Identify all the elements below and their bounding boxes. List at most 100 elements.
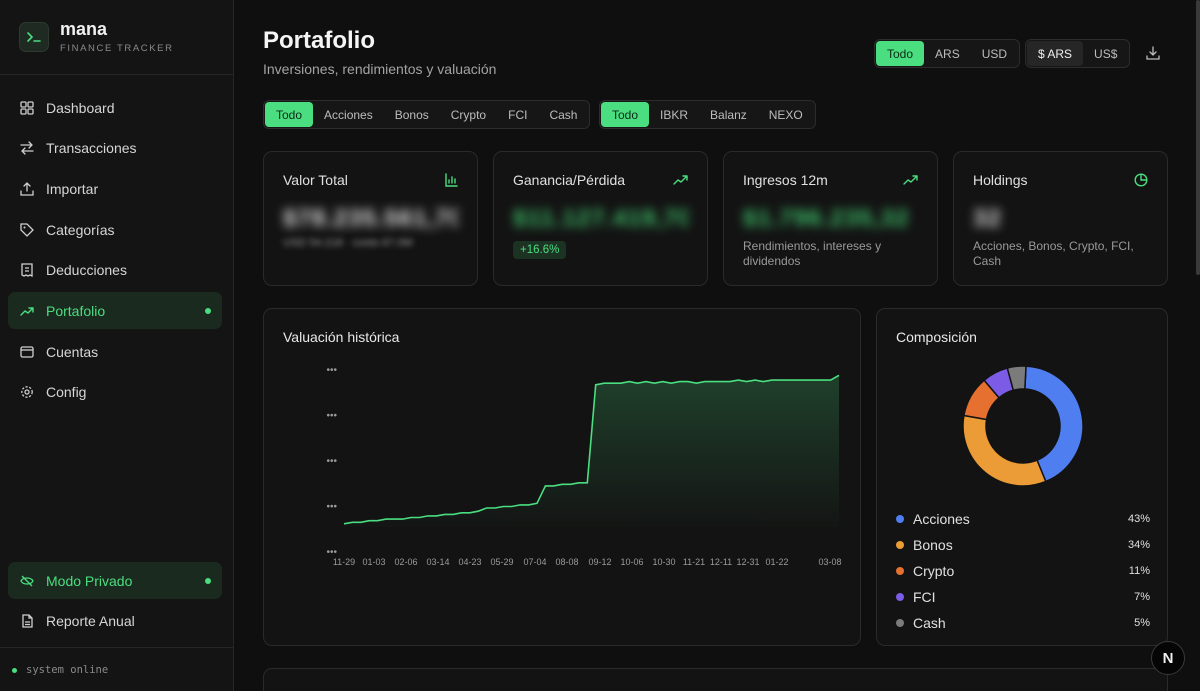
currency-filter-ars[interactable]: ARS [935, 46, 960, 61]
download-button[interactable] [1141, 41, 1165, 65]
display-currency-ars[interactable]: $ ARS [1027, 41, 1084, 66]
donut-slice-acciones[interactable] [1024, 365, 1084, 483]
asset-filter-acciones[interactable]: Acciones [324, 107, 373, 122]
currency-filter-todo[interactable]: Todo [876, 41, 925, 66]
page-title: Portafolio [263, 27, 375, 54]
currency-filter-usd[interactable]: USD [981, 46, 1008, 61]
donut-slice-bonos[interactable] [962, 414, 1047, 487]
page-subtitle: Inversiones, rendimientos y valuación [263, 61, 497, 77]
broker-filter-nexo[interactable]: NEXO [768, 107, 803, 122]
legend-dot [896, 541, 904, 549]
wallet-icon [20, 345, 34, 358]
broker-filter-todo[interactable]: Todo [601, 102, 650, 127]
x-tick-label: 09-12 [588, 557, 611, 567]
sidebar-item-cuentas[interactable]: Cuentas [8, 333, 222, 370]
sidebar-item-label: Portafolio [46, 302, 106, 319]
file-icon [22, 614, 33, 628]
asset-filter-cash[interactable]: Cash [549, 107, 578, 122]
valuation-line [343, 374, 840, 525]
donut-slice-cash[interactable] [1006, 365, 1027, 392]
sidebar-item-label: Cuentas [46, 343, 99, 360]
assistant-button-label: N [1162, 649, 1174, 667]
sidebar-item-label: Deducciones [46, 262, 127, 279]
sidebar-item-deducciones[interactable]: Deducciones [8, 252, 222, 289]
sidebar-item-label: Config [46, 384, 87, 401]
x-tick-label: 01-03 [362, 557, 385, 567]
next-section-card [263, 668, 1168, 691]
asset-filter-crypto[interactable]: Crypto [450, 107, 487, 122]
x-tick-label: 03-08 [818, 557, 841, 567]
brand-name: mana [60, 19, 108, 39]
display-currency-usd[interactable]: US$ [1094, 46, 1118, 61]
trending-up-icon [20, 307, 34, 316]
legend-dot [896, 515, 904, 523]
y-tick-label: ••• [326, 411, 337, 422]
x-tick-label: 07-04 [523, 557, 546, 567]
system-status: system online [12, 664, 108, 676]
stat-label: Holdings [973, 172, 1028, 188]
stat-value: 32 [973, 205, 1002, 232]
trending-up-icon [903, 175, 918, 185]
receipt-icon [21, 263, 33, 278]
terminal-icon [19, 22, 49, 52]
y-tick-label: ••• [326, 502, 337, 513]
broker-filter-ibkr[interactable]: IBKR [660, 107, 689, 122]
annual-report-link[interactable]: Reporte Anual [8, 603, 222, 640]
x-tick-label: 11-29 [333, 557, 355, 567]
status-text: system online [26, 664, 109, 676]
currency-filter: Todo ARS USD [874, 39, 1021, 68]
x-tick-label: 02-06 [394, 557, 417, 567]
sidebar-item-categorias[interactable]: Categorías [8, 211, 222, 248]
private-mode-indicator [205, 578, 211, 584]
x-tick-label: 04-23 [458, 557, 481, 567]
brand: mana FINANCE TRACKER [0, 0, 233, 75]
private-mode-toggle[interactable]: Modo Privado [8, 562, 222, 599]
asset-filter-fci[interactable]: FCI [508, 107, 528, 122]
legend-item: Cash 5% [896, 610, 1150, 636]
sidebar-item-label: Dashboard [46, 99, 115, 116]
legend-pct: 5% [1134, 617, 1150, 629]
sidebar-item-config[interactable]: Config [8, 374, 222, 411]
legend-name: Cash [913, 615, 946, 631]
chart-title: Valuación histórica [283, 329, 400, 345]
x-tick-label: 05-29 [490, 557, 513, 567]
download-icon [1146, 46, 1160, 60]
grid-icon [20, 100, 34, 115]
x-tick-label: 03-14 [426, 557, 449, 567]
annual-report-label: Reporte Anual [46, 613, 135, 630]
scrollbar[interactable] [1196, 0, 1200, 275]
legend-name: Acciones [913, 511, 970, 527]
legend-item: Bonos 34% [896, 532, 1150, 558]
legend-name: Bonos [913, 537, 953, 553]
asset-filter-todo[interactable]: Todo [265, 102, 314, 127]
valuation-chart-card: Valuación histórica ••• ••• ••• ••• ••• 11-29… [263, 308, 861, 646]
x-tick-label: 12-31 [736, 557, 759, 567]
broker-filter: Todo IBKR Balanz NEXO [599, 100, 816, 129]
composition-legend: Acciones 43% Bonos 34% Crypto 11% FCI 7% Cas… [896, 506, 1150, 636]
brand-subtitle: FINANCE TRACKER [60, 43, 174, 54]
sidebar-footer-nav: Modo Privado Reporte Anual [8, 562, 222, 643]
stat-value: $78.235.561,70 [283, 205, 458, 232]
valuation-area [344, 375, 839, 527]
stat-card-holdings: Holdings 32 Acciones, Bonos, Crypto, FCI… [953, 151, 1168, 286]
stat-note: Rendimientos, intereses y dividendos [743, 239, 882, 268]
valuation-chart: •••••••••••••••11-29 01-03 02-06 03-14 04-23… [326, 365, 841, 567]
asset-filter-bonos[interactable]: Bonos [394, 107, 429, 122]
sidebar: mana FINANCE TRACKER Dashboard Transacci… [0, 0, 234, 691]
legend-pct: 7% [1134, 591, 1150, 603]
legend-pct: 11% [1128, 565, 1150, 577]
legend-item: Acciones 43% [896, 506, 1150, 532]
y-tick-label: ••• [326, 365, 337, 376]
pnl-badge: +16.6% [513, 241, 567, 259]
sidebar-item-importar[interactable]: Importar [8, 170, 222, 207]
assistant-button[interactable]: N [1151, 641, 1185, 675]
stat-sub: USD 54.218 · costo 67.0M [283, 237, 413, 249]
active-indicator [205, 308, 211, 315]
broker-filter-balanz[interactable]: Balanz [710, 107, 747, 122]
sidebar-item-transacciones[interactable]: Transacciones [8, 130, 222, 167]
sidebar-item-portafolio[interactable]: Portafolio [8, 292, 222, 330]
x-tick-label: 01-22 [765, 557, 788, 567]
sidebar-item-dashboard[interactable]: Dashboard [8, 89, 222, 126]
x-tick-label: 10-30 [652, 557, 675, 567]
stat-card-pnl: Ganancia/Pérdida $11.127.419,70 +16.6% [493, 151, 708, 286]
